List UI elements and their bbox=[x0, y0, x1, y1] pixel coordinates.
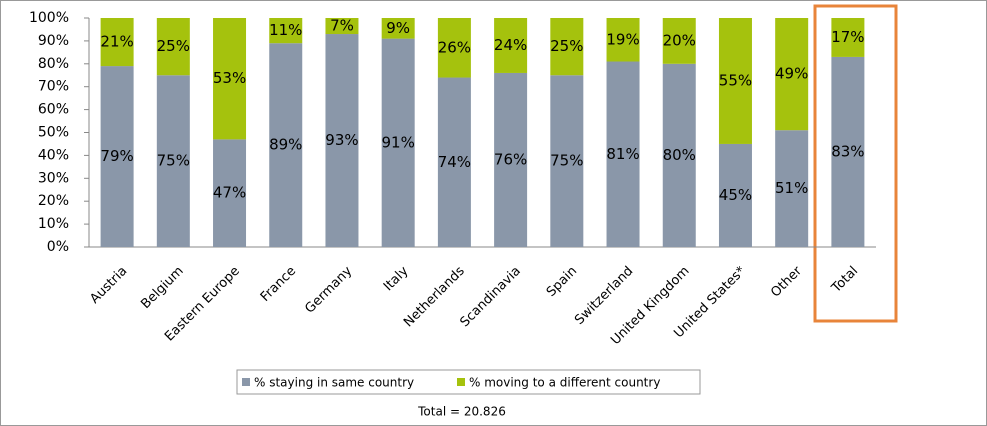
bar-segment bbox=[831, 18, 865, 57]
bar-segment bbox=[718, 18, 752, 144]
value-label: 75% bbox=[157, 152, 190, 170]
legend-swatch bbox=[457, 378, 465, 386]
bar-segment bbox=[100, 18, 134, 67]
legend-box bbox=[236, 369, 701, 395]
highlight-box bbox=[813, 4, 898, 323]
bar-segment bbox=[831, 56, 865, 248]
value-label: 25% bbox=[550, 37, 583, 55]
legend-label: % moving to a different country bbox=[469, 376, 660, 390]
y-tick-label: 60% bbox=[38, 102, 69, 118]
y-tick-label: 0% bbox=[47, 239, 69, 255]
bar-segment bbox=[437, 77, 471, 247]
value-label: 7% bbox=[330, 17, 354, 35]
y-tick-label: 20% bbox=[38, 193, 69, 209]
bar-segment bbox=[606, 61, 640, 248]
y-tick-label: 90% bbox=[38, 33, 69, 49]
legend-label: % staying in same country bbox=[254, 376, 414, 390]
bar-segment bbox=[156, 75, 190, 247]
bar-segment bbox=[437, 18, 471, 78]
value-label: 25% bbox=[157, 37, 190, 55]
value-label: 53% bbox=[213, 69, 246, 87]
y-tick-label: 30% bbox=[38, 170, 69, 186]
bar-segment bbox=[269, 43, 303, 247]
value-label: 81% bbox=[606, 145, 639, 163]
bar-segment bbox=[494, 18, 528, 73]
bar-segment bbox=[550, 18, 584, 76]
value-label: 21% bbox=[100, 33, 133, 51]
value-label: 11% bbox=[269, 21, 302, 39]
value-label: 93% bbox=[325, 131, 358, 149]
value-label: 45% bbox=[719, 186, 752, 204]
bar-segment bbox=[775, 130, 809, 247]
bar-segment bbox=[325, 18, 359, 35]
bar-segment bbox=[662, 63, 696, 247]
value-label: 91% bbox=[382, 133, 415, 151]
value-label: 75% bbox=[550, 152, 583, 170]
value-label: 74% bbox=[438, 153, 471, 171]
value-label: 26% bbox=[438, 38, 471, 56]
y-tick-label: 70% bbox=[38, 79, 69, 95]
value-label: 9% bbox=[386, 19, 410, 37]
value-label: 83% bbox=[831, 142, 864, 160]
bar-segment bbox=[718, 143, 752, 247]
footnote: Total = 20.826 bbox=[417, 405, 506, 419]
value-label: 89% bbox=[269, 136, 302, 154]
y-tick-label: 10% bbox=[38, 216, 69, 232]
bar-segment bbox=[494, 72, 528, 248]
bar-segment bbox=[606, 18, 640, 62]
value-label: 20% bbox=[663, 31, 696, 49]
bar-segment bbox=[381, 18, 415, 39]
bar-segment bbox=[775, 18, 809, 131]
value-label: 51% bbox=[775, 179, 808, 197]
value-label: 19% bbox=[606, 30, 639, 48]
bar-segment bbox=[100, 66, 134, 247]
bar-segment bbox=[213, 18, 247, 140]
bar-segment bbox=[662, 18, 696, 64]
bar-segment bbox=[381, 38, 415, 247]
value-label: 47% bbox=[213, 184, 246, 202]
bar-segment bbox=[550, 75, 584, 247]
value-label: 49% bbox=[775, 65, 808, 83]
y-tick-label: 50% bbox=[38, 125, 69, 141]
y-tick-label: 40% bbox=[38, 147, 69, 163]
legend-swatch bbox=[242, 378, 250, 386]
y-tick-label: 80% bbox=[38, 56, 69, 72]
value-label: 79% bbox=[100, 147, 133, 165]
bar-segment bbox=[269, 18, 303, 44]
bar-segment bbox=[213, 139, 247, 247]
value-label: 76% bbox=[494, 150, 527, 168]
value-label: 17% bbox=[831, 28, 864, 46]
value-label: 55% bbox=[719, 71, 752, 89]
bar-segment bbox=[156, 18, 190, 76]
value-label: 24% bbox=[494, 36, 527, 54]
bar-segment bbox=[325, 34, 359, 247]
y-tick-label: 100% bbox=[29, 10, 69, 26]
value-label: 80% bbox=[663, 146, 696, 164]
